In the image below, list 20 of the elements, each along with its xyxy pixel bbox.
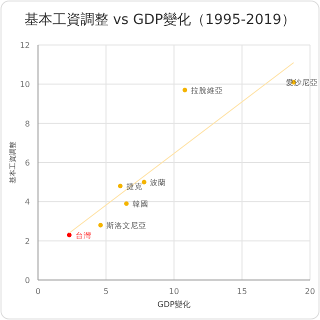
point	[118, 184, 123, 188]
x-tick-label: 20	[304, 287, 316, 296]
point	[182, 88, 188, 92]
chart-title: 基本工資調整 vs GDP變化（1995-2019）	[24, 12, 296, 28]
y-tick-label: 0	[24, 276, 30, 285]
x-axis-title: GDP變化	[157, 300, 191, 309]
y-tick-label: 2	[24, 236, 30, 246]
y-tick-label: 6	[24, 158, 30, 168]
x-tick-label: 0	[35, 287, 41, 296]
x-tick-label: 5	[103, 287, 109, 296]
point	[142, 180, 146, 184]
y-tick-label: 8	[24, 119, 30, 128]
y-tick-label: 10	[20, 80, 30, 90]
y-tick-label: 12	[20, 41, 30, 50]
x-tick-label: 15	[236, 287, 248, 296]
x-tick-label: 10	[168, 287, 180, 296]
point	[124, 201, 129, 206]
point	[98, 222, 103, 228]
point	[66, 232, 72, 238]
y-tick-label: 4	[24, 198, 30, 207]
